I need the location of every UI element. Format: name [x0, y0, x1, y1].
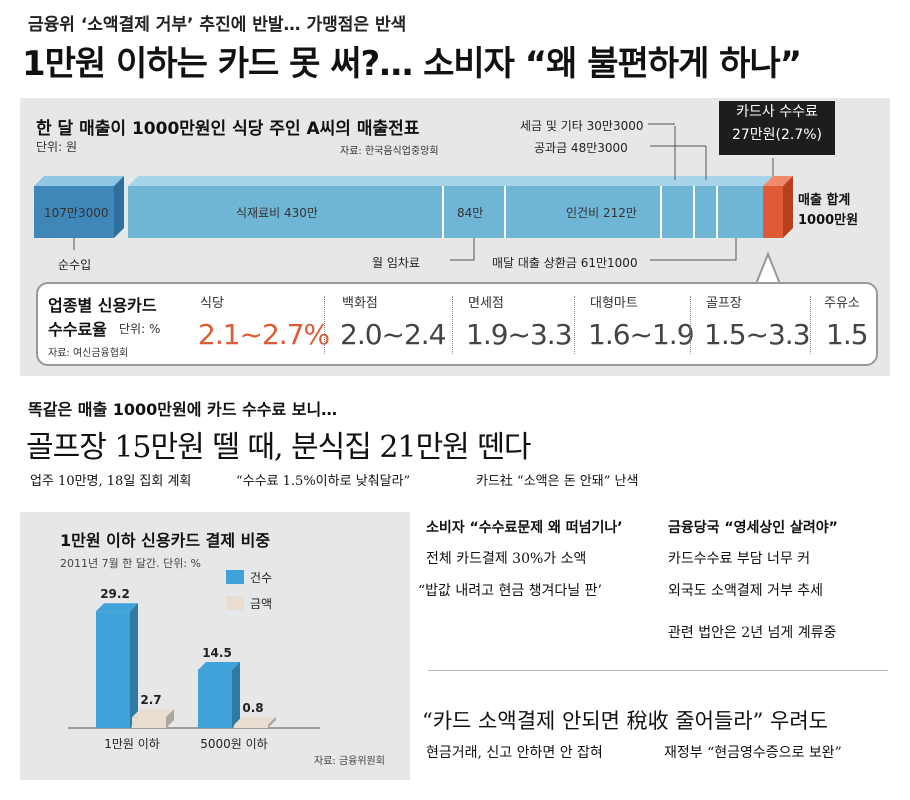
sales-total-line1: 매출 합계 [798, 193, 851, 208]
rates-title-line1: 업종별 신용카드 [48, 296, 157, 315]
legend-swatch [226, 570, 244, 584]
rate-separator [452, 296, 453, 354]
legend-swatch [226, 596, 244, 610]
kicker: 금융위 ‘소액결제 거부’ 추진에 반발… 가맹점은 반색 [28, 15, 407, 35]
headline: 1만원 이하는 카드 못 써?… 소비자 “왜 불편하게 하나” [22, 44, 802, 84]
bar-1-0 [198, 670, 232, 728]
card-fee-value: 27만원(2.7%) [731, 127, 823, 143]
section2-sub1: 업주 10만명, 18일 집회 계획 [30, 474, 192, 489]
bar-side [232, 662, 240, 728]
net-income-bar [34, 186, 114, 238]
bar-top [132, 709, 174, 718]
sales-graphic-title: 한 달 매출이 1000만원인 식당 주인 A씨의 매출전표 [36, 119, 420, 139]
data-label: 2.7 [140, 693, 161, 707]
regulator-head: 금융당국 “영세상인 살려야” [668, 520, 838, 536]
regulator-line1: 카드수수료 부담 너무 커 [668, 551, 811, 567]
category-label: 1만원 이하 [104, 737, 160, 751]
bar-top [198, 662, 240, 670]
consumer-head: 소비자 “수수료문제 왜 떠넘기나’ [426, 520, 623, 536]
consumer-line2: “밥값 내려고 현금 챙겨다닐 판’ [418, 583, 602, 599]
card-fee-bar [763, 186, 783, 238]
chart-title: 1만원 이하 신용카드 결제 비중 [60, 531, 271, 550]
expense-bar [128, 186, 770, 238]
rent-label: 월 임차료 [372, 256, 420, 270]
regulator-line2: 외국도 소액결제 거부 추세 [668, 583, 824, 599]
section2-headline: 골프장 15만원 뗄 때, 분식집 21만원 뗀다 [26, 430, 532, 465]
rate-separator [810, 296, 811, 354]
rate-value-gas: 1.5 [826, 318, 869, 351]
bottom-line-right: 재정부 “현금영수증으로 보완” [664, 745, 842, 761]
net-income-label: 순수입 [58, 258, 92, 272]
sales-graphic-unit: 단위: 원 [36, 140, 77, 154]
data-label: 14.5 [202, 646, 232, 660]
rate-value-dutyfree: 1.9~3.3 [466, 318, 573, 351]
legend-label: 건수 [250, 571, 272, 585]
chart-source: 자료: 금융위원회 [314, 756, 385, 767]
food-cost-label: 식재료비 430만 [236, 206, 318, 220]
rate-name-department: 백화점 [342, 296, 378, 311]
rate-separator [690, 296, 691, 354]
rate-name-golf: 골프장 [706, 296, 742, 311]
data-label: 0.8 [242, 701, 263, 715]
tax-label: 세금 및 기타 30만3000 [520, 119, 644, 133]
rate-value-restaurant: 2.1~2.7% [198, 318, 330, 351]
sales-graphic-source: 자료: 한국음식업중앙회 [340, 146, 439, 157]
net-income-value: 107만3000 [44, 206, 109, 220]
rate-name-mart: 대형마트 [590, 296, 638, 311]
bar-top [234, 716, 276, 725]
bar-side [268, 716, 276, 728]
bottom-headline: “카드 소액결제 안되면 稅收 줄어들라” 우려도 [422, 709, 828, 733]
loan-label: 매달 대출 상환금 61만1000 [492, 256, 638, 270]
utility-label: 공과금 48만3000 [534, 141, 628, 155]
rates-source: 자료: 여신금융협회 [48, 348, 129, 359]
card-fee-title: 카드사 수수료 [736, 104, 818, 120]
bar-0-0 [96, 611, 130, 728]
rate-name-restaurant: 식당 [200, 296, 224, 311]
section2-sub2: “수수료 1.5%이하로 낮춰달라” [236, 474, 411, 489]
legend-label: 금액 [250, 597, 272, 611]
bar-1-1 [234, 724, 268, 728]
bar-top [96, 603, 138, 612]
sales-bar-svg [34, 123, 793, 285]
consumer-line1: 전체 카드결제 30%가 소액 [426, 551, 587, 567]
bottom-line-left: 현금거래, 신고 안하면 안 잡혀 [426, 745, 603, 761]
rates-unit: 단위: % [119, 322, 161, 336]
rate-value-mart: 1.6~1.9 [588, 318, 695, 351]
sales-total: 매출 합계 1000만원 [798, 191, 858, 231]
rate-name-gas: 주유소 [824, 296, 860, 311]
data-label: 29.2 [100, 587, 130, 601]
rent-value: 84만 [457, 206, 484, 220]
rates-title-line2: 수수료율 [48, 320, 107, 339]
rate-name-dutyfree: 면세점 [468, 296, 504, 311]
category-label: 5000원 이하 [200, 737, 267, 751]
divider [428, 670, 888, 671]
rate-separator [324, 296, 325, 354]
bar-0-1 [132, 717, 166, 728]
rate-separator [574, 296, 575, 354]
rate-value-department: 2.0~2.4 [340, 318, 447, 351]
bar-side [130, 603, 138, 728]
section2-subhead: 똑같은 매출 1000만원에 카드 수수료 보니… [28, 400, 338, 419]
chart-panel [20, 512, 410, 780]
rate-value-golf: 1.5~3.3 [704, 318, 811, 351]
bar-side [166, 709, 174, 728]
chart-subtitle: 2011년 7월 한 달간. 단위: % [60, 557, 201, 570]
rates-box [36, 282, 878, 366]
card-fee-callout: 카드사 수수료 27만원(2.7%) [719, 101, 835, 155]
regulator-line3: 관련 법안은 2년 넘게 계류중 [668, 625, 837, 641]
labor-cost-label: 인건비 212만 [566, 206, 637, 220]
section2-sub3: 카드社 “소액은 돈 안돼” 난색 [476, 474, 639, 489]
sales-total-line2: 1000만원 [798, 213, 859, 228]
